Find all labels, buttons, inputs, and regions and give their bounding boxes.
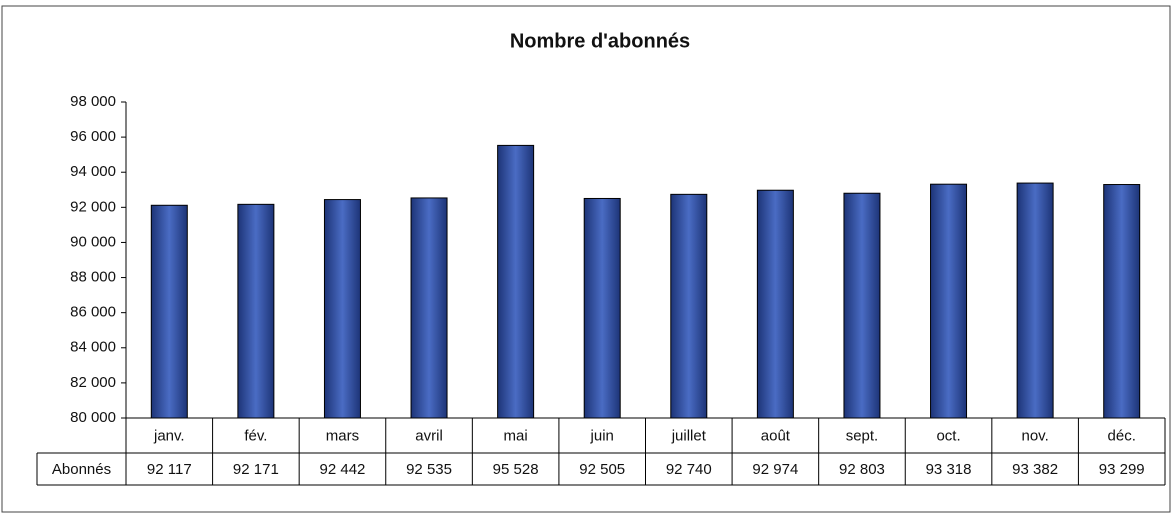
x-tick-label: août (761, 427, 791, 444)
chart-title: Nombre d'abonnés (510, 30, 690, 52)
data-label: 92 974 (752, 461, 798, 478)
bar (670, 193, 708, 419)
y-tick-label: 96 000 (70, 128, 116, 145)
x-tick-label: avril (415, 427, 443, 444)
bar (583, 197, 621, 419)
data-label: 92 740 (666, 461, 712, 478)
data-label: 95 528 (493, 461, 539, 478)
bar (1016, 182, 1054, 419)
data-label: 92 803 (839, 461, 885, 478)
bar (410, 197, 448, 419)
bar (843, 192, 881, 419)
data-label: 92 505 (579, 461, 625, 478)
x-tick-label: mai (504, 427, 528, 444)
x-tick-label: fév. (244, 427, 267, 444)
bar (497, 144, 535, 419)
y-tick-label: 82 000 (70, 374, 116, 391)
y-tick-label: 84 000 (70, 339, 116, 356)
y-tick-label: 98 000 (70, 93, 116, 110)
y-tick-label: 94 000 (70, 163, 116, 180)
x-tick-label: déc. (1108, 427, 1136, 444)
bar (930, 183, 968, 419)
legend-label: Abonnés (52, 461, 111, 478)
x-tick-label: sept. (846, 427, 879, 444)
y-tick-label: 86 000 (70, 304, 116, 321)
bar (150, 204, 188, 419)
bar (323, 199, 361, 419)
y-tick-label: 80 000 (70, 409, 116, 426)
x-tick-label: oct. (936, 427, 960, 444)
x-tick-label: juin (590, 427, 614, 444)
x-tick-label: nov. (1022, 427, 1049, 444)
data-label: 93 299 (1099, 461, 1145, 478)
x-tick-label: juillet (671, 427, 707, 444)
bar (756, 189, 794, 419)
y-tick-label: 88 000 (70, 269, 116, 286)
x-tick-label: mars (326, 427, 359, 444)
y-tick-label: 92 000 (70, 198, 116, 215)
bar (237, 203, 275, 419)
data-label: 92 117 (147, 461, 192, 478)
x-tick-label: janv. (153, 427, 185, 444)
data-label: 92 171 (233, 461, 279, 478)
data-label: 93 382 (1012, 461, 1058, 478)
data-label: 93 318 (926, 461, 972, 478)
bar (1103, 184, 1141, 419)
data-label: 92 535 (406, 461, 452, 478)
y-tick-label: 90 000 (70, 233, 116, 250)
data-label: 92 442 (320, 461, 366, 478)
